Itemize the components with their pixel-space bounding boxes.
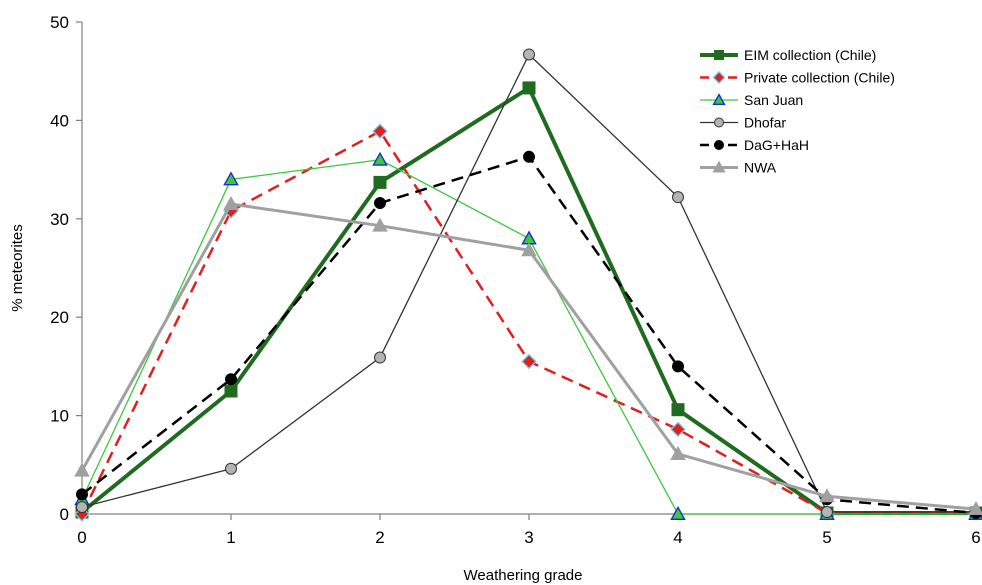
data-point — [522, 81, 536, 95]
data-point — [521, 242, 537, 257]
data-point — [521, 230, 537, 245]
x-tick-label: 0 — [77, 528, 86, 547]
x-axis-title: Weathering grade — [464, 567, 583, 584]
data-point — [374, 351, 386, 364]
legend: EIM collection (Chile) Private collection… — [700, 47, 895, 176]
legend-label: EIM collection (Chile) — [744, 47, 876, 63]
data-point — [523, 48, 535, 61]
legend-item: Dhofar — [700, 115, 786, 131]
data-point — [224, 384, 238, 398]
legend-label: San Juan — [744, 92, 803, 108]
data-point — [225, 462, 237, 475]
data-point — [223, 171, 239, 186]
y-tick-label: 10 — [50, 407, 69, 426]
legend-label: NWA — [744, 160, 777, 176]
legend-item: DaG+HaH — [700, 137, 809, 153]
series-san-juan — [74, 151, 982, 520]
legend-swatch-marker — [712, 70, 726, 85]
data-point — [374, 197, 386, 210]
series-eim-collection-chile — [75, 81, 982, 520]
series-dhofar — [76, 48, 982, 519]
series-nwa — [74, 195, 982, 516]
data-point — [76, 501, 88, 514]
data-point — [819, 488, 835, 503]
y-axis-title: % meteorites — [9, 224, 26, 312]
x-tick-label: 1 — [226, 528, 235, 547]
data-point — [672, 191, 684, 204]
data-point — [372, 151, 388, 166]
data-point — [372, 123, 388, 140]
legend-swatch-marker — [714, 50, 724, 60]
data-point — [670, 505, 686, 520]
data-point — [225, 373, 237, 386]
data-point — [672, 360, 684, 373]
x-tick-label: 6 — [971, 528, 980, 547]
y-tick-label: 50 — [50, 13, 69, 32]
data-point — [670, 421, 686, 438]
data-point — [372, 217, 388, 232]
series-line — [81, 53, 976, 513]
data-point — [74, 462, 90, 477]
legend-swatch-marker — [714, 140, 724, 150]
series-dag-hah — [76, 150, 982, 520]
legend-label: DaG+HaH — [744, 137, 809, 153]
x-tick-label: 2 — [375, 528, 384, 547]
data-point — [523, 150, 535, 163]
y-tick-label: 30 — [50, 210, 69, 229]
data-point — [76, 488, 88, 501]
y-tick-label: 0 — [60, 505, 69, 524]
legend-label: Dhofar — [744, 115, 786, 131]
x-tick-label: 5 — [822, 528, 831, 547]
legend-item: Private collection (Chile) — [700, 70, 895, 86]
legend-item: NWA — [700, 160, 777, 176]
y-tick-label: 20 — [50, 308, 69, 327]
data-point — [521, 353, 537, 370]
data-point — [821, 506, 833, 519]
x-tick-label: 4 — [673, 528, 682, 547]
legend-label: Private collection (Chile) — [744, 70, 895, 86]
series-private-collection-chile — [74, 123, 982, 522]
legend-item: San Juan — [700, 92, 803, 108]
data-point — [671, 403, 685, 417]
series-layer — [74, 48, 982, 522]
series-line — [80, 129, 976, 515]
data-point — [670, 445, 686, 460]
y-tick-label: 40 — [50, 111, 69, 130]
legend-item: EIM collection (Chile) — [700, 47, 876, 63]
series-line — [81, 159, 976, 515]
x-tick-label: 3 — [524, 528, 533, 547]
data-point — [373, 175, 387, 189]
legend-swatch-marker — [712, 160, 726, 173]
data-point — [968, 501, 982, 516]
legend-swatch-marker — [714, 117, 724, 128]
data-point — [223, 195, 239, 211]
legend-swatch-marker — [712, 93, 726, 106]
